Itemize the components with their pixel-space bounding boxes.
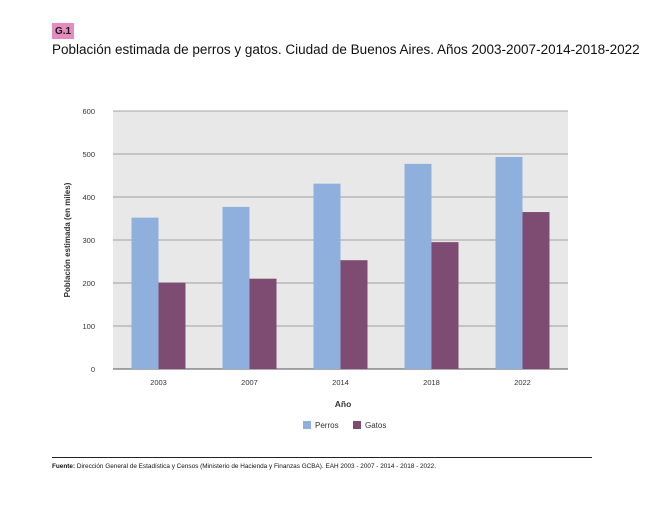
legend-label-perros: Perros — [315, 421, 339, 430]
bar-perros — [131, 217, 159, 369]
bar-gatos — [522, 212, 550, 369]
chart-title: Población estimada de perros y gatos. Ci… — [52, 42, 640, 57]
bar-gatos — [158, 282, 186, 369]
source-label: Fuente: — [52, 463, 76, 470]
bar-perros — [495, 157, 523, 369]
y-tick-label: 500 — [82, 150, 95, 159]
bar-perros — [313, 183, 341, 369]
x-tick-label: 2018 — [423, 378, 440, 387]
x-tick-label: 2003 — [150, 378, 167, 387]
legend-label-gatos: Gatos — [365, 421, 386, 430]
y-tick-label: 100 — [82, 322, 95, 331]
bar-perros — [222, 206, 250, 369]
x-tick-label: 2022 — [514, 378, 531, 387]
bar-gatos — [249, 278, 277, 369]
bar-gatos — [431, 242, 459, 369]
figure-badge: G.1 — [52, 23, 74, 39]
y-tick-label: 0 — [91, 365, 95, 374]
footer-divider — [52, 457, 592, 458]
y-axis-label: Población estimada (en miles) — [63, 182, 72, 297]
bar-perros — [404, 163, 432, 369]
y-tick-label: 600 — [82, 107, 95, 116]
x-axis-label: Año — [335, 399, 352, 409]
legend-swatch-perros — [303, 421, 311, 429]
source-text: Dirección General de Estadística y Censo… — [75, 463, 436, 470]
x-tick-label: 2007 — [241, 378, 258, 387]
bar-gatos — [340, 260, 368, 369]
legend: Perros Gatos — [303, 421, 386, 430]
legend-swatch-gatos — [353, 421, 361, 429]
x-tick-label: 2014 — [332, 378, 349, 387]
y-tick-label: 200 — [82, 279, 95, 288]
y-tick-label: 300 — [82, 236, 95, 245]
source-note: Fuente: Dirección General de Estadística… — [52, 463, 436, 470]
y-tick-label: 400 — [82, 193, 95, 202]
